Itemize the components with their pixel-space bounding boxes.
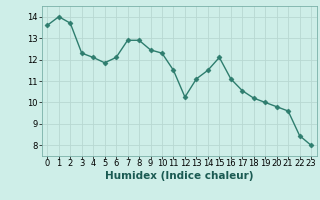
- X-axis label: Humidex (Indice chaleur): Humidex (Indice chaleur): [105, 171, 253, 181]
